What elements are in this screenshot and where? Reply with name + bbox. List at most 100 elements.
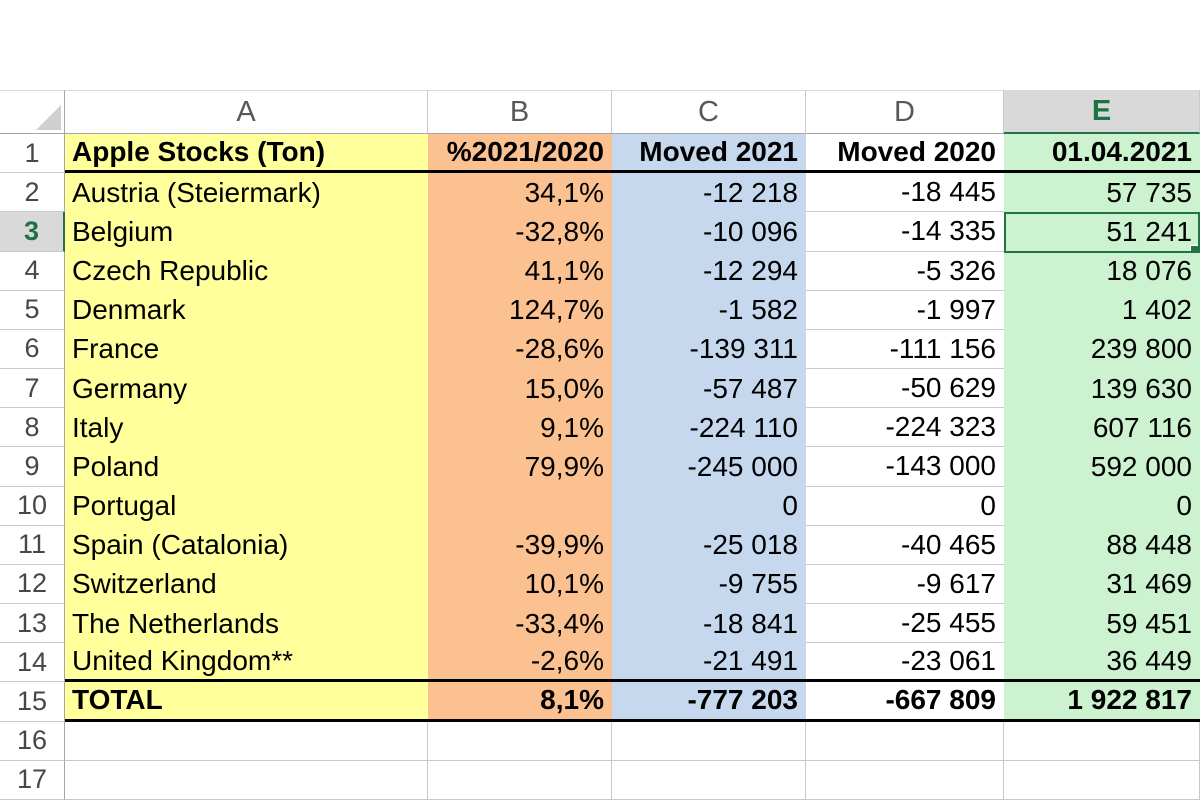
- cell-C1[interactable]: Moved 2021: [612, 134, 806, 174]
- cell-D8[interactable]: -224 323: [806, 408, 1004, 448]
- cell-B11[interactable]: -39,9%: [428, 525, 612, 565]
- row-header-12[interactable]: 12: [0, 564, 65, 605]
- cell-E12[interactable]: 31 469: [1004, 564, 1200, 605]
- cell-E11[interactable]: 88 448: [1004, 525, 1200, 565]
- row-header-17[interactable]: 17: [0, 760, 65, 800]
- cell-C7[interactable]: -57 487: [612, 369, 806, 409]
- cell-E15[interactable]: 1 922 817: [1004, 682, 1200, 722]
- cell-A1[interactable]: Apple Stocks (Ton): [65, 134, 428, 174]
- cell-E1[interactable]: 01.04.2021: [1004, 134, 1200, 174]
- cell-D12[interactable]: -9 617: [806, 564, 1004, 605]
- cell-D4[interactable]: -5 326: [806, 251, 1004, 291]
- column-header-E[interactable]: E: [1004, 90, 1200, 134]
- cell-B4[interactable]: 41,1%: [428, 251, 612, 291]
- row-header-2[interactable]: 2: [0, 173, 65, 213]
- cell-E9[interactable]: 592 000: [1004, 447, 1200, 487]
- cell-D9[interactable]: -143 000: [806, 447, 1004, 487]
- row-header-15[interactable]: 15: [0, 682, 65, 722]
- cell-C4[interactable]: -12 294: [612, 251, 806, 291]
- cell-E6[interactable]: 239 800: [1004, 329, 1200, 370]
- cell-C3[interactable]: -10 096: [612, 212, 806, 252]
- column-header-B[interactable]: B: [428, 90, 612, 134]
- cell-A7[interactable]: Germany: [65, 369, 428, 409]
- cell-E14[interactable]: 36 449: [1004, 643, 1200, 683]
- cell-B7[interactable]: 15,0%: [428, 369, 612, 409]
- cell-D6[interactable]: -111 156: [806, 329, 1004, 370]
- cell-E4[interactable]: 18 076: [1004, 251, 1200, 291]
- cell-E5[interactable]: 1 402: [1004, 290, 1200, 330]
- cell-D2[interactable]: -18 445: [806, 173, 1004, 213]
- cell-B5[interactable]: 124,7%: [428, 290, 612, 330]
- cell-A2[interactable]: Austria (Steiermark): [65, 173, 428, 213]
- cell-E16[interactable]: [1004, 721, 1200, 761]
- select-all-button[interactable]: [0, 90, 65, 134]
- cell-E10[interactable]: 0: [1004, 486, 1200, 526]
- cell-B9[interactable]: 79,9%: [428, 447, 612, 487]
- cell-B12[interactable]: 10,1%: [428, 564, 612, 605]
- cell-D15[interactable]: -667 809: [806, 682, 1004, 722]
- cell-C17[interactable]: [612, 760, 806, 800]
- cell-C13[interactable]: -18 841: [612, 604, 806, 644]
- cell-E3[interactable]: 51 241: [1004, 212, 1200, 252]
- cell-A15[interactable]: TOTAL: [65, 682, 428, 722]
- cell-C12[interactable]: -9 755: [612, 564, 806, 605]
- row-header-3[interactable]: 3: [0, 212, 65, 252]
- column-header-D[interactable]: D: [806, 90, 1004, 134]
- cell-E7[interactable]: 139 630: [1004, 369, 1200, 409]
- cell-B3[interactable]: -32,8%: [428, 212, 612, 252]
- cell-D5[interactable]: -1 997: [806, 290, 1004, 330]
- cell-B6[interactable]: -28,6%: [428, 329, 612, 370]
- cell-B13[interactable]: -33,4%: [428, 604, 612, 644]
- cell-D16[interactable]: [806, 721, 1004, 761]
- cell-C9[interactable]: -245 000: [612, 447, 806, 487]
- cell-B2[interactable]: 34,1%: [428, 173, 612, 213]
- cell-D7[interactable]: -50 629: [806, 369, 1004, 409]
- cell-E2[interactable]: 57 735: [1004, 173, 1200, 213]
- cell-D13[interactable]: -25 455: [806, 604, 1004, 644]
- row-header-10[interactable]: 10: [0, 486, 65, 526]
- cell-B16[interactable]: [428, 721, 612, 761]
- cell-B14[interactable]: -2,6%: [428, 643, 612, 683]
- cell-A8[interactable]: Italy: [65, 408, 428, 448]
- cell-D10[interactable]: 0: [806, 486, 1004, 526]
- cell-A16[interactable]: [65, 721, 428, 761]
- row-header-13[interactable]: 13: [0, 604, 65, 644]
- cell-C2[interactable]: -12 218: [612, 173, 806, 213]
- cell-C6[interactable]: -139 311: [612, 329, 806, 370]
- row-header-14[interactable]: 14: [0, 643, 65, 683]
- cell-D11[interactable]: -40 465: [806, 525, 1004, 565]
- cell-B10[interactable]: [428, 486, 612, 526]
- cell-C16[interactable]: [612, 721, 806, 761]
- cell-A13[interactable]: The Netherlands: [65, 604, 428, 644]
- row-header-6[interactable]: 6: [0, 329, 65, 370]
- cell-A5[interactable]: Denmark: [65, 290, 428, 330]
- cell-A4[interactable]: Czech Republic: [65, 251, 428, 291]
- row-header-11[interactable]: 11: [0, 525, 65, 565]
- cell-A12[interactable]: Switzerland: [65, 564, 428, 605]
- cell-A11[interactable]: Spain (Catalonia): [65, 525, 428, 565]
- cell-B15[interactable]: 8,1%: [428, 682, 612, 722]
- cell-A6[interactable]: France: [65, 329, 428, 370]
- row-header-8[interactable]: 8: [0, 408, 65, 448]
- cell-A14[interactable]: United Kingdom**: [65, 643, 428, 683]
- cell-C8[interactable]: -224 110: [612, 408, 806, 448]
- cell-E17[interactable]: [1004, 760, 1200, 800]
- cell-D14[interactable]: -23 061: [806, 643, 1004, 683]
- row-header-5[interactable]: 5: [0, 290, 65, 330]
- row-header-1[interactable]: 1: [0, 134, 65, 174]
- cell-C11[interactable]: -25 018: [612, 525, 806, 565]
- cell-A10[interactable]: Portugal: [65, 486, 428, 526]
- row-header-4[interactable]: 4: [0, 251, 65, 291]
- cell-C5[interactable]: -1 582: [612, 290, 806, 330]
- fill-handle[interactable]: [1190, 245, 1198, 251]
- cell-C15[interactable]: -777 203: [612, 682, 806, 722]
- cell-E13[interactable]: 59 451: [1004, 604, 1200, 644]
- cell-E8[interactable]: 607 116: [1004, 408, 1200, 448]
- cell-B17[interactable]: [428, 760, 612, 800]
- cell-B1[interactable]: %2021/2020: [428, 134, 612, 174]
- column-header-A[interactable]: A: [65, 90, 428, 134]
- row-header-16[interactable]: 16: [0, 721, 65, 761]
- cell-A3[interactable]: Belgium: [65, 212, 428, 252]
- row-header-7[interactable]: 7: [0, 369, 65, 409]
- cell-D1[interactable]: Moved 2020: [806, 134, 1004, 174]
